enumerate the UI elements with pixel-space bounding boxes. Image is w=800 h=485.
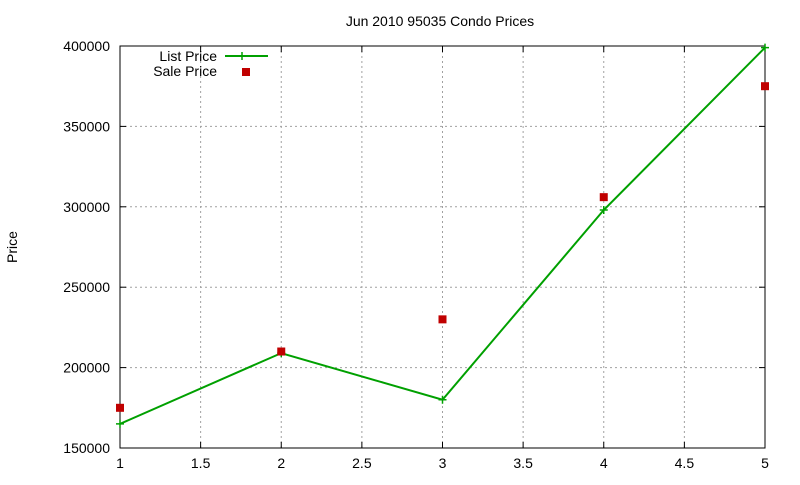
legend: List Price Sale Price <box>153 48 268 79</box>
sale-price-point <box>438 315 447 324</box>
chart-title: Jun 2010 95035 Condo Prices <box>346 13 534 29</box>
x-tick-label: 1.5 <box>191 455 211 471</box>
x-tick-label: 4.5 <box>675 455 695 471</box>
legend-swatch-sale-price-marker <box>242 68 250 76</box>
legend-swatch-list-price-marker <box>238 52 246 60</box>
x-tick-label: 5 <box>761 455 769 471</box>
sale-price-point <box>116 403 124 412</box>
list-price-point <box>438 395 447 404</box>
legend-label-sale-price: Sale Price <box>153 63 217 79</box>
list-price-point <box>599 206 608 215</box>
sale-price-point <box>761 82 769 91</box>
x-tick-label: 2 <box>277 455 285 471</box>
x-tick-label: 3 <box>439 455 447 471</box>
grid-lines <box>120 46 765 448</box>
legend-label-list-price: List Price <box>159 48 217 64</box>
x-tick-label: 4 <box>600 455 608 471</box>
y-tick-label: 350000 <box>63 118 110 134</box>
y-tick-label: 250000 <box>63 279 110 295</box>
y-tick-label: 200000 <box>63 360 110 376</box>
y-tick-label: 400000 <box>63 38 110 54</box>
y-tick-label: 300000 <box>63 199 110 215</box>
sale-price-point <box>599 193 608 202</box>
x-tick-label: 1 <box>116 455 124 471</box>
list-price-point <box>761 43 769 52</box>
list-price-point <box>116 419 124 428</box>
y-axis-label: Price <box>4 231 20 263</box>
y-tick-label: 150000 <box>63 440 110 456</box>
axis-ticks: 1 1.5 2 2.5 3 3.5 4 4.5 5 150000 200000 250000 30000… <box>63 38 769 471</box>
x-tick-label: 3.5 <box>513 455 533 471</box>
sale-price-point <box>277 347 286 356</box>
data-series <box>116 43 769 428</box>
x-tick-label: 2.5 <box>352 455 372 471</box>
